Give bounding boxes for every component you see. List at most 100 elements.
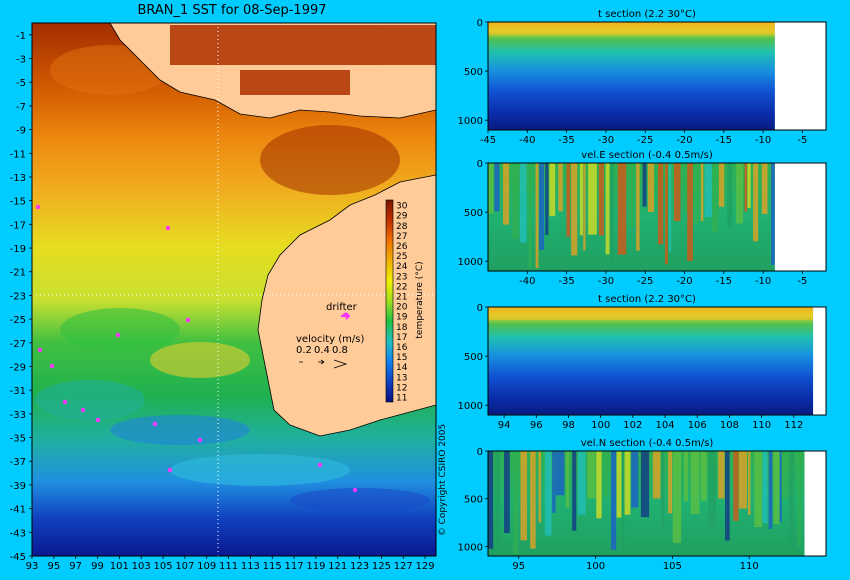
lon-tick-label: 93 [26, 561, 39, 572]
x-tick-label: -40 [519, 276, 535, 287]
x-tick-label: -20 [676, 276, 692, 287]
velocity-streak [512, 163, 519, 239]
velocity-streak [520, 451, 528, 541]
velocity-streak [596, 451, 602, 519]
panel-frame [487, 162, 827, 272]
land-shading [170, 25, 436, 95]
drifter-label: drifter [326, 302, 358, 313]
lat-tick-label: -45 [10, 552, 26, 563]
velocity-streak [718, 163, 725, 207]
velocity-streak [610, 451, 617, 550]
velocity-scale-2: 0.4 [314, 345, 330, 356]
velocity-streak [519, 163, 527, 243]
map-title: BRAN_1 SST for 08-Sep-1997 [137, 3, 326, 18]
velocity-streak [665, 163, 668, 265]
x-tick-label: 102 [623, 420, 642, 431]
lat-tick-label: -37 [10, 457, 26, 468]
x-tick-label: 105 [663, 561, 682, 572]
sst-map [32, 23, 436, 556]
y-tick-label: 1000 [458, 257, 483, 268]
velocity-streak [661, 451, 665, 531]
velocity-streak [773, 451, 780, 524]
lat-tick-label: -33 [10, 410, 26, 421]
velocity-streak [598, 163, 604, 236]
panel-vel-n-section: vel.N section (-0.4 0.5m/s) 95 100 105 110 0 5… [458, 438, 827, 572]
y-tick-label: 0 [477, 303, 483, 314]
colorbar-tick-label: 12 [396, 383, 407, 393]
x-tick-label: 100 [591, 420, 610, 431]
drifter-legend-icon [341, 312, 351, 320]
y-tick-label: 500 [464, 352, 483, 363]
lat-tick-label: -11 [10, 149, 26, 160]
lat-tick-label: -35 [10, 434, 26, 445]
colorbar-tick-label: 13 [396, 373, 407, 383]
lon-tick-label: 99 [91, 561, 104, 572]
velocity-streak [640, 451, 650, 518]
lat-tick-label: -3 [16, 55, 26, 66]
lat-tick-label: -29 [10, 362, 26, 373]
velocity-streak [494, 163, 500, 212]
velocity-streak [504, 451, 510, 534]
lat-tick-label: -5 [16, 78, 26, 89]
panel-frame [487, 450, 827, 557]
x-tick-label: 96 [530, 420, 543, 431]
colorbar-tick-label: 21 [396, 292, 407, 302]
colorbar-label: temperature (°C) [415, 261, 425, 338]
velocity-streak [545, 163, 549, 236]
section-field [488, 307, 814, 415]
velocity-label: velocity (m/s) [296, 334, 364, 345]
panel-t-section-lat: t section (2.2 30°C) -45 -40 -35 -30 -25 -20 -1… [458, 9, 827, 146]
colorbar-tick-label: 28 [396, 222, 408, 232]
colorbar-tick-label: 19 [396, 313, 408, 323]
velocity-streak [727, 163, 733, 229]
velocity-streak [747, 163, 751, 209]
lon-tick-label: 127 [394, 561, 413, 572]
velocity-streak [672, 451, 682, 543]
velocity-streak [528, 163, 532, 268]
lat-tick-label: -31 [10, 386, 26, 397]
colorbar-tick-label: 17 [396, 333, 407, 343]
velocity-streak [668, 451, 673, 514]
velocity-streak [761, 163, 768, 214]
velocity-streak [779, 451, 782, 522]
lat-axis: -1 -3 -5 -7 -9 -11 -13 -15 -17 -19 -21 -23 -25 -27 -29… [10, 31, 32, 563]
lat-tick-label: -17 [10, 220, 26, 231]
copyright-text: © Copyright CSIRO 2005 [438, 424, 448, 536]
velocity-streak [631, 451, 639, 508]
y-tick-label: 1000 [458, 116, 483, 127]
velocity-streak [565, 451, 570, 508]
velocity-streak [616, 451, 622, 518]
drifter-markers [35, 204, 358, 493]
velocity-streak [572, 451, 577, 531]
velocity-streak [733, 451, 739, 521]
velocity-streak [583, 163, 586, 251]
velocity-streak [588, 163, 597, 235]
velocity-streak [549, 163, 556, 217]
velocity-streak [530, 451, 536, 549]
x-tick-label: -35 [558, 135, 574, 146]
velocity-streak [494, 451, 501, 543]
colorbar-tick-label: 23 [396, 272, 407, 282]
lon-tick-label: 115 [263, 561, 282, 572]
lat-tick-label: -9 [16, 126, 26, 137]
lat-tick-label: -1 [16, 31, 26, 42]
sst-eddies [35, 45, 430, 512]
lon-tick-label: 101 [110, 561, 129, 572]
velocity-streak [683, 451, 688, 502]
velocity-streak [738, 451, 748, 509]
lat-tick-label: -41 [10, 505, 26, 516]
velocity-streak [621, 451, 625, 547]
panel-title: t section (2.2 30°C) [598, 9, 696, 20]
colorbar-tick-label: 15 [396, 353, 407, 363]
velocity-streak [566, 163, 571, 237]
x-tick-label: -25 [637, 276, 653, 287]
panel-t-section-lon: t section (2.2 30°C) 94 96 98 100 102 104 106 10… [458, 294, 827, 431]
panel-vel-e-section: vel.E section (-0.4 0.5m/s) -40 -35 -30 -25 -… [458, 150, 827, 287]
x-tick-label: -15 [716, 276, 732, 287]
x-tick-label: 106 [688, 420, 707, 431]
x-tick-label: 98 [562, 420, 575, 431]
x-tick-label: 112 [784, 420, 803, 431]
x-tick-label: -5 [797, 276, 807, 287]
velocity-streak [642, 163, 647, 207]
velocity-streak [513, 451, 519, 555]
